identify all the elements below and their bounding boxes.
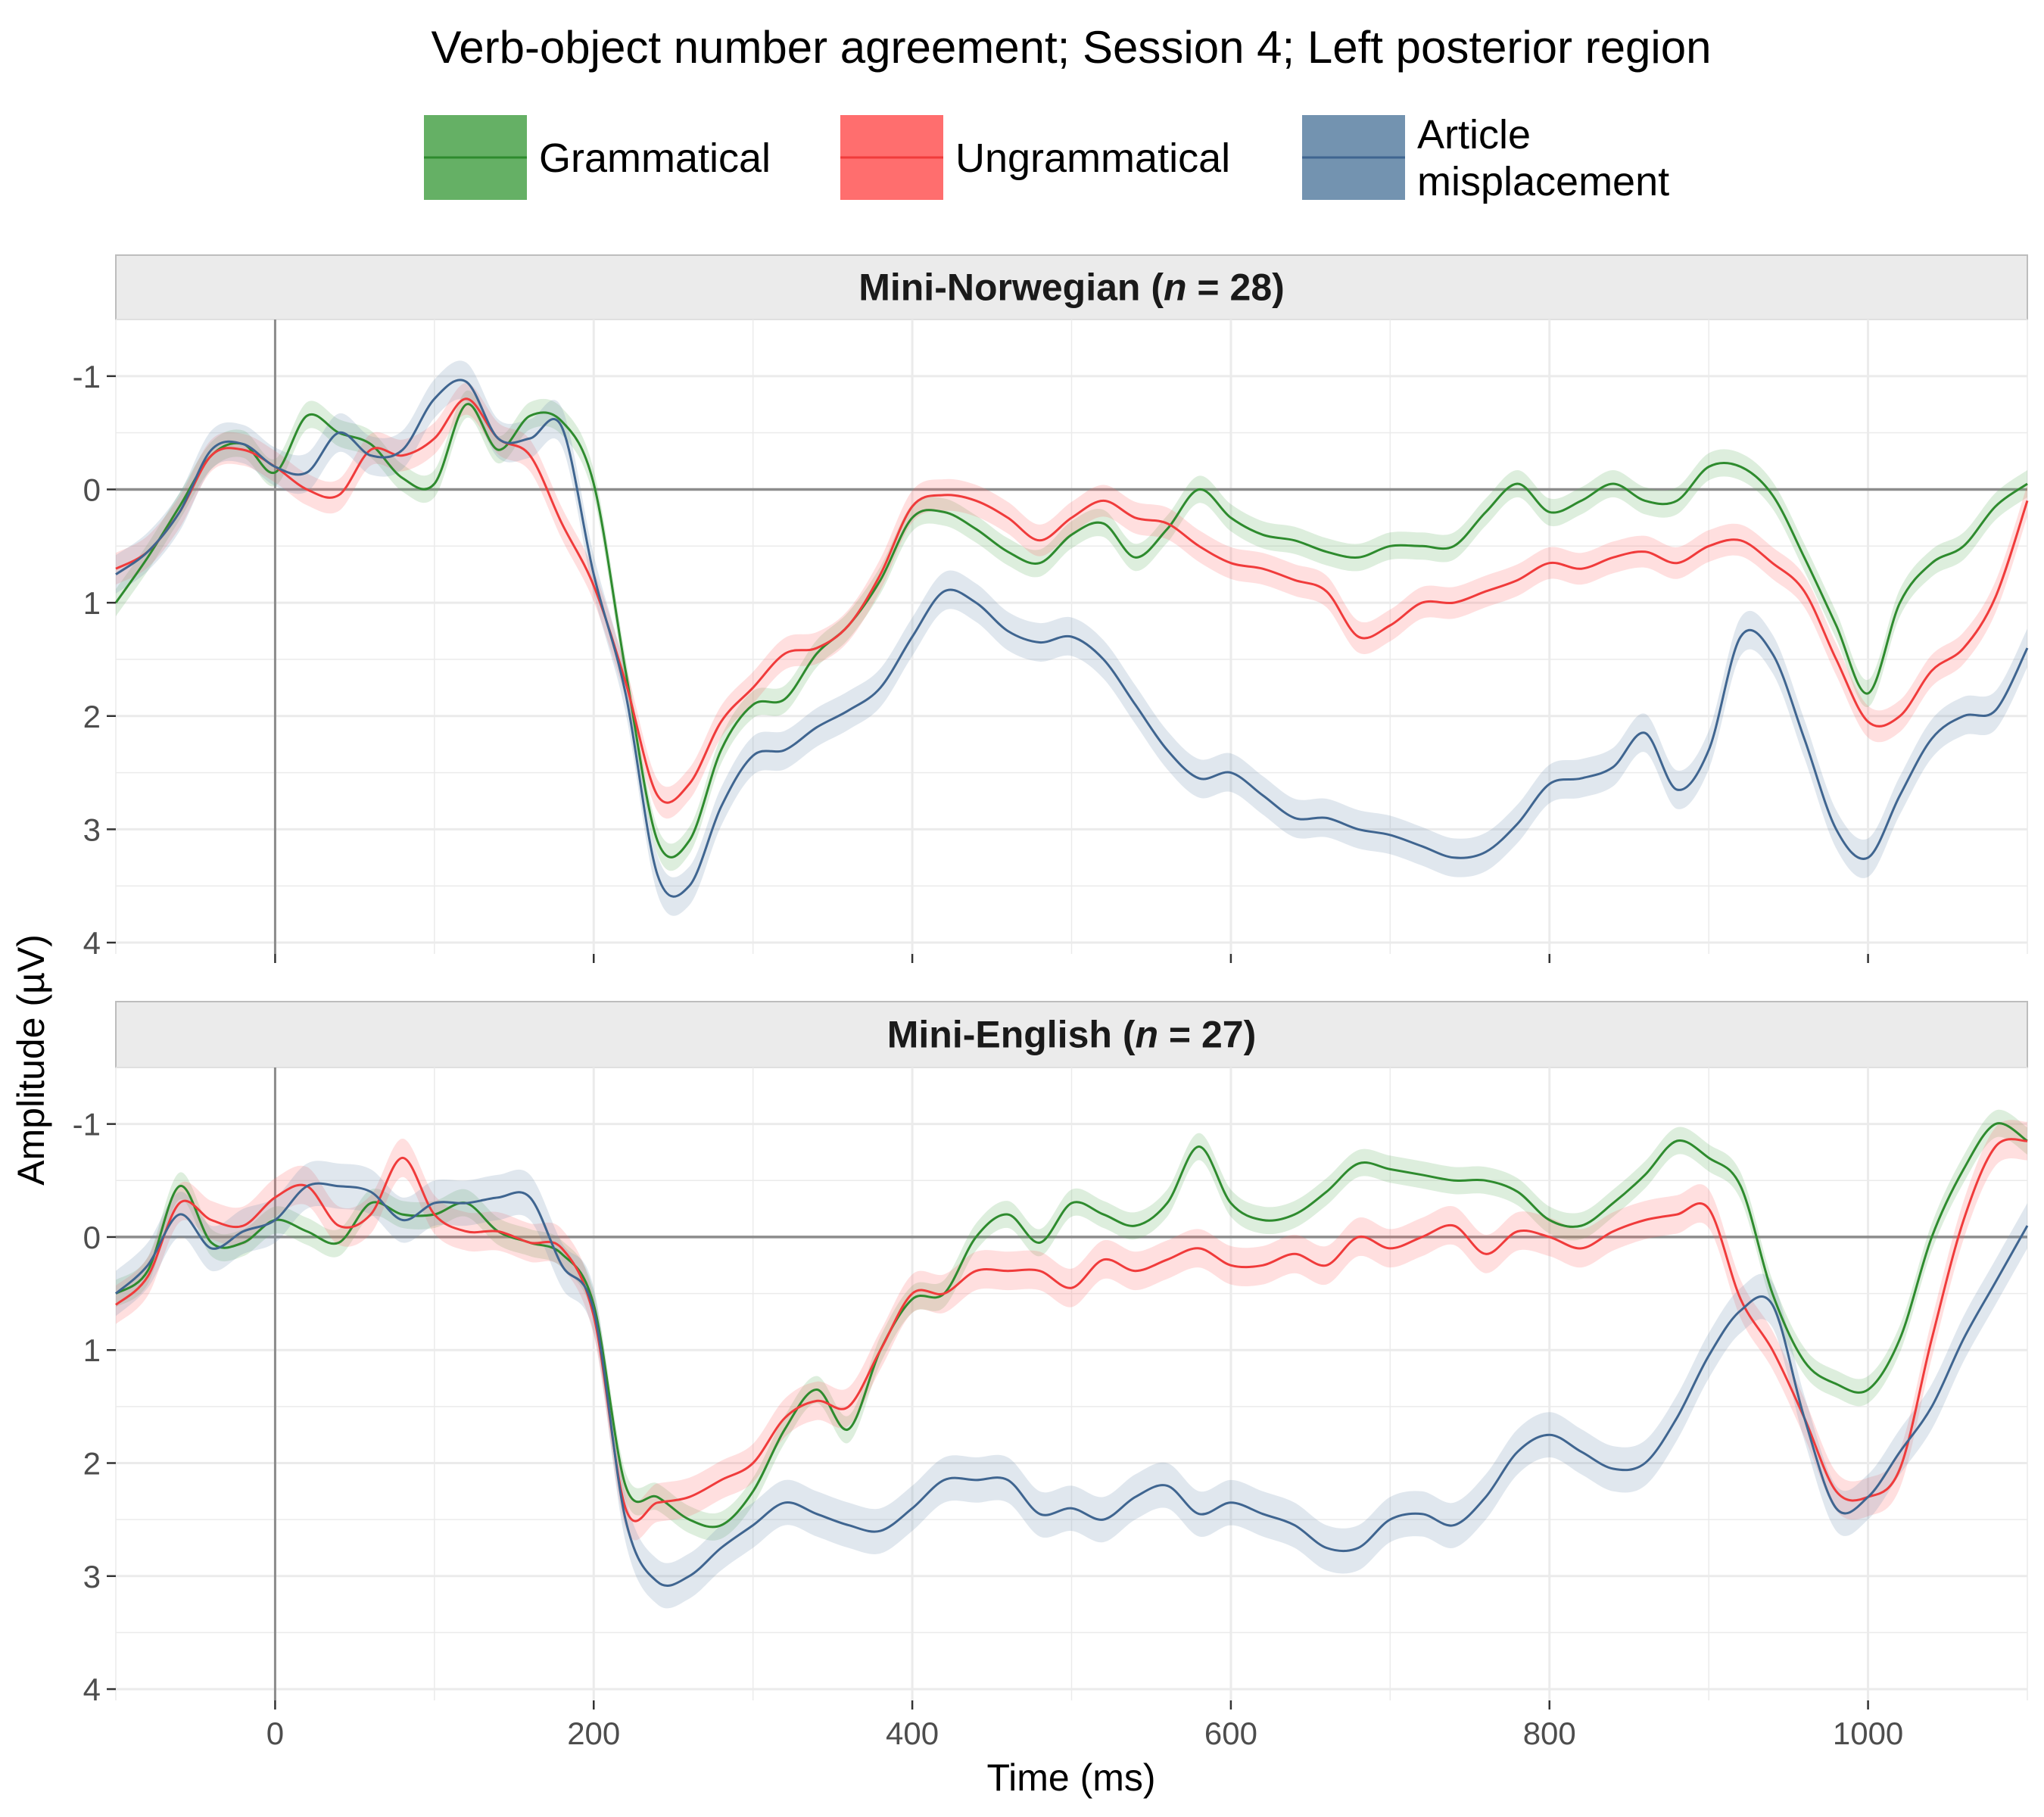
x-axis-title: Time (ms) xyxy=(986,1756,1155,1799)
legend: Grammatical Ungrammatical Articlemisplacem… xyxy=(424,112,1669,204)
strip-label-prefix: Mini-Norwegian ( xyxy=(858,266,1164,309)
panel-strip xyxy=(115,1001,2028,1068)
strip-label-suffix: = 28) xyxy=(1187,266,1285,309)
legend-label-grammatical: Grammatical xyxy=(539,136,771,181)
panel-strip-label: Mini-English (n = 27) xyxy=(887,1014,1257,1056)
x-tick-label: 800 xyxy=(1523,1716,1576,1751)
y-tick-label: 0 xyxy=(83,1220,101,1255)
legend-item-ungrammatical: Ungrammatical xyxy=(840,115,1230,200)
series-line-grammatical xyxy=(114,403,2028,859)
series-line-ungrammatical xyxy=(115,397,2029,804)
series-line-ungrammatical xyxy=(115,1138,2028,1522)
y-tick-label: 1 xyxy=(83,585,101,621)
x-tick-label: 200 xyxy=(567,1716,620,1751)
x-tick-label: 600 xyxy=(1204,1716,1257,1751)
x-tick-label: 0 xyxy=(266,1716,284,1751)
series-line-article xyxy=(115,379,2029,898)
legend-label-article-1: Article xyxy=(1417,112,1531,157)
panel-2: Mini-English (n = 27) -1 0 1 2 3 4 0 200 400 600 80… xyxy=(73,1001,2029,1751)
panels: Mini-Norwegian (n = 28)-101234Mini-Engli… xyxy=(73,254,2029,1751)
y-tick-label: -1 xyxy=(73,1107,101,1142)
legend-item-grammatical: Grammatical xyxy=(424,115,771,200)
panel-1: Mini-Norwegian (n = 28) -1 0 1 2 3 4 xyxy=(73,254,2029,963)
ribbon-ungrammatical xyxy=(116,1120,2027,1541)
strip-label-italic: n xyxy=(1135,1014,1158,1056)
y-tick-label: 3 xyxy=(83,1559,101,1594)
x-tick-label: 400 xyxy=(886,1716,939,1751)
panel-grid xyxy=(115,1067,2028,1700)
ribbon-article xyxy=(116,360,2027,916)
y-tick-label: 4 xyxy=(83,1672,101,1707)
series-line-article xyxy=(115,1182,2029,1587)
y-axis-title: Amplitude (µV) xyxy=(10,934,52,1186)
x-tick-label: 1000 xyxy=(1833,1716,1903,1751)
y-tick-label: 2 xyxy=(83,1446,101,1482)
ribbon-article xyxy=(116,1161,2027,1609)
strip-label-prefix: Mini-English ( xyxy=(887,1014,1136,1056)
legend-label-article-2: misplacement xyxy=(1417,159,1669,204)
strip-label-italic: n xyxy=(1164,266,1187,309)
y-tick-label: 1 xyxy=(83,1332,101,1368)
y-tick-label: 4 xyxy=(83,925,101,961)
panel-strip-label: Mini-Norwegian (n = 28) xyxy=(858,266,1285,309)
chart-title: Verb-object number agreement; Session 4;… xyxy=(432,22,1712,73)
ribbon-grammatical xyxy=(116,1109,2027,1541)
legend-label-ungrammatical: Ungrammatical xyxy=(955,136,1230,181)
y-tick-label: 3 xyxy=(83,812,101,847)
strip-label-suffix: = 27) xyxy=(1158,1014,1256,1056)
y-tick-label: -1 xyxy=(73,359,101,394)
y-tick-label: 2 xyxy=(83,699,101,734)
panel-strip xyxy=(115,254,2028,320)
y-tick-label: 0 xyxy=(83,472,101,507)
ribbon-grammatical xyxy=(116,390,2027,871)
